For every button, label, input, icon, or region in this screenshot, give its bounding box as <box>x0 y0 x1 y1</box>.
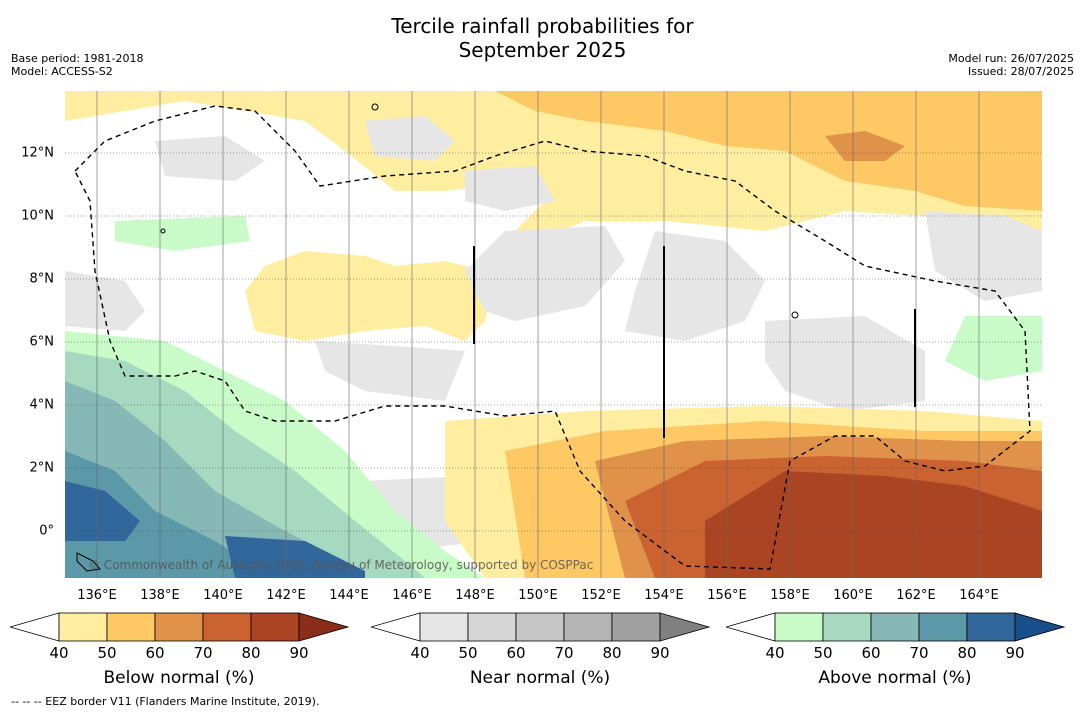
colorbar-tick: 50 <box>97 644 117 662</box>
eez-footnote: -- -- -- EEZ border V11 (Flanders Marine… <box>11 695 320 708</box>
lon-label: 144°E <box>329 588 369 603</box>
colorbar-swatch <box>515 612 565 642</box>
colorbar-swatch <box>774 612 824 642</box>
near-normal-patch-4 <box>465 226 625 321</box>
base-period: Base period: 1981-2018 <box>11 52 144 65</box>
colorbar-swatch <box>467 612 517 642</box>
colorbar-swatch <box>250 612 300 642</box>
colorbar-near-label: Near normal (%) <box>469 668 611 688</box>
meta-right: Model run: 26/07/2025 Issued: 28/07/2025 <box>948 52 1074 78</box>
colorbar-tick: 70 <box>193 644 213 662</box>
colorbar-extend <box>659 612 711 642</box>
lon-label: 156°E <box>707 588 747 603</box>
colorbar-tick: 80 <box>241 644 261 662</box>
below-normal-south-80 <box>705 471 1042 578</box>
colorbar-tick: 50 <box>458 644 478 662</box>
colorbar-above-swatches <box>726 612 1066 642</box>
map-title: Tercile rainfall probabilities for Septe… <box>0 14 1085 62</box>
colorbar-tick: 70 <box>909 644 929 662</box>
map-canvas <box>65 91 1042 578</box>
graticule-lat <box>65 152 1042 532</box>
lat-label: 0° <box>39 523 54 539</box>
colorbar-tick: 90 <box>650 644 670 662</box>
lon-label: 136°E <box>77 588 117 603</box>
lon-label: 138°E <box>140 588 180 603</box>
probability-map <box>65 91 1042 578</box>
lon-label: 150°E <box>518 588 558 603</box>
above-normal-80-b <box>225 536 365 578</box>
eez-border <box>74 105 1031 570</box>
credit-text: © Commonwealth of Australia 2025, Bureau… <box>88 558 594 572</box>
lon-label: 146°E <box>392 588 432 603</box>
lon-label: 152°E <box>581 588 621 603</box>
meta-left: Base period: 1981-2018 Model: ACCESS-S2 <box>11 52 143 78</box>
colorbar-extend <box>298 612 350 642</box>
colorbar-tick: 40 <box>410 644 430 662</box>
colorbar-tick: 40 <box>49 644 69 662</box>
title-line-2: September 2025 <box>458 38 627 62</box>
colorbar-tick: 60 <box>861 644 881 662</box>
colorbar-swatch <box>822 612 872 642</box>
colorbar-swatch <box>154 612 204 642</box>
colorbar-swatch <box>563 612 613 642</box>
near-normal-patch-2 <box>155 136 265 181</box>
colorbar-tick: 80 <box>957 644 977 662</box>
lat-label: 2°N <box>29 460 55 476</box>
colorbar-tick: 60 <box>145 644 165 662</box>
lat-label: 6°N <box>29 334 55 350</box>
near-normal-patch-9 <box>65 271 145 331</box>
colorbar-tick: 50 <box>813 644 833 662</box>
near-normal-patch-3 <box>465 166 555 211</box>
island-markers <box>473 246 916 438</box>
lon-label: 142°E <box>266 588 306 603</box>
lat-label: 10°N <box>21 208 54 224</box>
near-normal-patch-5 <box>625 231 765 341</box>
colorbar-below-label: Below normal (%) <box>103 668 255 688</box>
colorbar-swatch <box>870 612 920 642</box>
lat-label: 12°N <box>21 145 54 161</box>
colorbar-above-label: Above normal (%) <box>818 668 972 688</box>
colorbar-tick: 60 <box>506 644 526 662</box>
lon-label: 160°E <box>833 588 873 603</box>
lon-label: 164°E <box>959 588 999 603</box>
below-normal-north-60 <box>825 131 905 161</box>
lon-label: 162°E <box>896 588 936 603</box>
colorbar-tick: 40 <box>765 644 785 662</box>
model-run: Model run: 26/07/2025 <box>948 52 1074 65</box>
lon-label: 154°E <box>644 588 684 603</box>
colorbar-swatch <box>966 612 1016 642</box>
colorbar-tick: 90 <box>1005 644 1025 662</box>
near-normal-patch-6 <box>765 316 925 411</box>
near-normal-patch-8 <box>315 341 465 401</box>
colorbar-swatch <box>918 612 968 642</box>
lon-label: 158°E <box>770 588 810 603</box>
below-normal-north-50 <box>495 91 1042 211</box>
colorbar-near-swatches <box>371 612 711 642</box>
colorbar-swatch <box>58 612 108 642</box>
lat-label: 4°N <box>29 397 55 413</box>
colorbar-below-swatches <box>10 612 350 642</box>
lat-label: 8°N <box>29 271 55 287</box>
colorbar-swatch <box>202 612 252 642</box>
colorbar-tick: 90 <box>289 644 309 662</box>
lon-label: 140°E <box>203 588 243 603</box>
issued-date: Issued: 28/07/2025 <box>967 65 1074 78</box>
colorbar-extend <box>1014 612 1066 642</box>
above-normal-80-a <box>65 481 140 541</box>
colorbar-swatch <box>106 612 156 642</box>
colorbar-swatch <box>419 612 469 642</box>
above-normal-70 <box>65 451 275 578</box>
model-name: Model: ACCESS-S2 <box>11 65 113 78</box>
colorbar-tick: 80 <box>602 644 622 662</box>
near-normal-patch-7 <box>925 211 1042 301</box>
lon-label: 148°E <box>455 588 495 603</box>
near-normal-patch-1 <box>365 116 455 161</box>
above-normal-east <box>945 316 1042 381</box>
colorbar-swatch <box>611 612 661 642</box>
island-outlines <box>76 103 799 572</box>
above-normal-west-strip <box>115 216 250 251</box>
title-line-1: Tercile rainfall probabilities for <box>391 14 694 38</box>
colorbar-tick: 70 <box>554 644 574 662</box>
